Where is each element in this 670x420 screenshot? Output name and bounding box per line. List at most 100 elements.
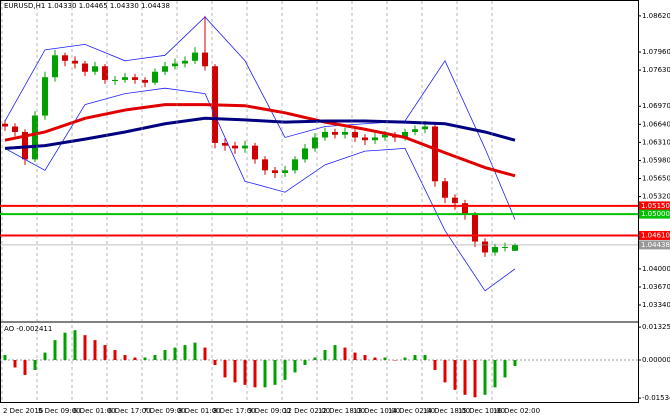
ao-bar [353,352,357,361]
ao-bar [73,330,77,361]
candle-body [462,203,468,215]
ao-bar [233,360,237,383]
candle-body [412,129,418,132]
candle-body [402,131,408,138]
ao-bar [283,360,287,380]
ao-bar [53,340,57,361]
x-tick-label: 14 Dec 02:00 [388,407,435,415]
candle-body [12,126,18,132]
chart-title: EURUSD,H1 1.04330 1.04465 1.04330 1.0443… [4,2,170,10]
x-tick-label: 13 Dec 10:00 [353,407,400,415]
candle-body [162,66,168,72]
y-tick-label: 1.03340 [642,301,670,309]
candle-body [302,148,308,160]
ao-bar [243,360,247,385]
y-tick-label: -0.015342 [642,394,670,402]
candle-body [332,131,338,135]
candle-body [232,145,238,149]
x-tick-label: 12 Dec 02:00 [283,407,330,415]
y-tick-label: 1.05980 [642,156,670,164]
candle-body [2,123,8,127]
ao-bar [103,345,107,361]
candle-body [432,126,438,182]
candle-body [62,55,68,61]
ao-bar [333,345,337,361]
ao-bar [23,360,27,375]
ao-bar [363,355,367,361]
x-tick-label: 8 Dec 01:00 [178,407,221,415]
indicator-line [4,116,516,150]
candle-body [472,214,478,242]
x-tick-label: 15 Dec 10:00 [458,407,505,415]
y-tick-label: 1.06310 [642,138,670,146]
ao-bar [13,360,17,368]
candle-body [342,131,348,135]
ao-bar [393,360,397,361]
candle-body [372,137,378,141]
ao-bar [453,360,457,390]
candle-body [112,79,118,81]
ao-bar [473,360,477,398]
ao-bar [443,360,447,383]
price-line-tag [639,240,670,250]
ao-bar [503,360,507,378]
ao-bar [123,355,127,361]
candle-body [192,52,198,61]
ao-bar [373,357,377,361]
ao-bar [493,360,497,388]
y-tick-label: 1.07630 [642,66,670,74]
candle-body [282,170,288,174]
candle-body [322,131,328,138]
ao-bar [3,355,7,361]
ao-bar [113,350,117,361]
y-tick-label: 1.08620 [642,12,670,20]
candle-body [422,126,428,130]
ao-bar [423,355,427,361]
x-tick-label: 12 Dec 18:00 [318,407,365,415]
candle-body [352,131,358,138]
candle-body [42,77,48,116]
y-tick-label: 0.000000 [642,356,670,364]
ao-bar [93,340,97,361]
candle-body [72,60,78,64]
y-tick-label: 1.04000 [642,265,670,273]
candle-body [512,244,518,251]
ao-bar [263,360,267,388]
x-tick-label: 14 Dec 18:00 [423,407,470,415]
y-tick-label: 1.05320 [642,193,670,201]
ao-bar [183,345,187,361]
candle-body [102,66,108,80]
ao-bar [303,360,307,365]
ao-bar [223,360,227,378]
ao-bar [433,360,437,370]
indicator-line [4,87,516,292]
ao-bar [273,360,277,385]
ao-bar [313,357,317,361]
candle-body [132,77,138,80]
ao-bar [343,347,347,361]
candle-body [142,79,148,83]
y-tick-label: 1.03670 [642,283,670,291]
candle-body [182,60,188,64]
ao-bar [383,357,387,361]
ao-bar [463,360,467,395]
candle-body [222,142,228,146]
candle-body [482,241,488,253]
y-tick-label: 0.013256 [642,323,670,331]
candle-body [452,197,458,204]
candle-body [502,246,508,248]
candle-body [362,137,368,141]
level-line-label: 1.04610 [641,231,670,239]
candle-body [52,55,58,78]
ao-bar [83,335,87,361]
ao-bar [213,360,217,365]
x-tick-label: 8 Dec 17:00 [213,407,256,415]
x-tick-label: 9 Dec 09:00 [248,407,291,415]
ao-bar [153,355,157,361]
candle-body [152,71,158,83]
ao-bar [193,342,197,361]
candle-body [252,145,258,160]
candle-body [32,115,38,160]
ao-bar [33,360,37,370]
